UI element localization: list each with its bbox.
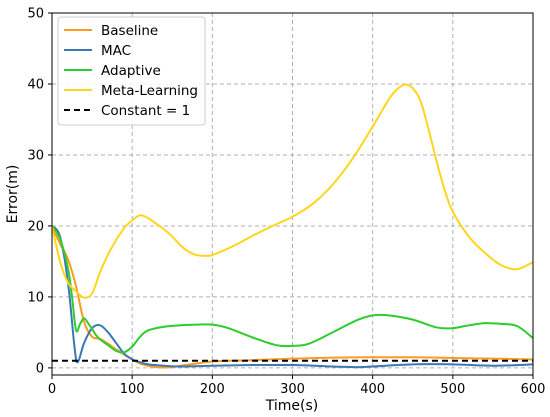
y-tick-label: 50: [27, 7, 44, 22]
x-axis-label: Time(s): [265, 398, 318, 414]
x-tick-label: 500: [440, 382, 465, 397]
legend-label-mac: MAC: [101, 43, 131, 59]
y-tick-label: 10: [27, 290, 44, 305]
legend-label-baseline: Baseline: [101, 23, 158, 39]
y-tick-label: 40: [27, 77, 44, 92]
legend-label-adaptive: Adaptive: [101, 63, 161, 79]
x-tick-label: 600: [521, 382, 546, 397]
x-tick-label: 300: [280, 382, 305, 397]
y-tick-label: 20: [27, 219, 44, 234]
x-tick-label: 400: [360, 382, 385, 397]
legend: Baseline MAC Adaptive Meta-Learning Constant…: [57, 16, 206, 126]
x-tick-label: 0: [48, 382, 56, 397]
y-axis-ticks: 0 10 20 30 40 50: [27, 7, 52, 376]
legend-label-constant-1: Constant = 1: [101, 103, 190, 119]
series-line-adaptive: [52, 224, 533, 354]
x-tick-label: 100: [120, 382, 145, 397]
y-axis-label: Error(m): [5, 165, 21, 224]
series-line-mac: [52, 224, 533, 369]
series-line-baseline: [52, 224, 533, 369]
y-tick-label: 0: [36, 361, 44, 376]
x-axis-ticks: 0 100 200 300 400 500 600: [48, 375, 546, 397]
x-tick-label: 200: [200, 382, 225, 397]
legend-box: [57, 16, 206, 126]
series-layer: [52, 83, 533, 369]
y-tick-label: 30: [27, 148, 44, 163]
legend-label-meta-learning: Meta-Learning: [101, 83, 198, 99]
series-line-meta-learning: [52, 83, 533, 299]
